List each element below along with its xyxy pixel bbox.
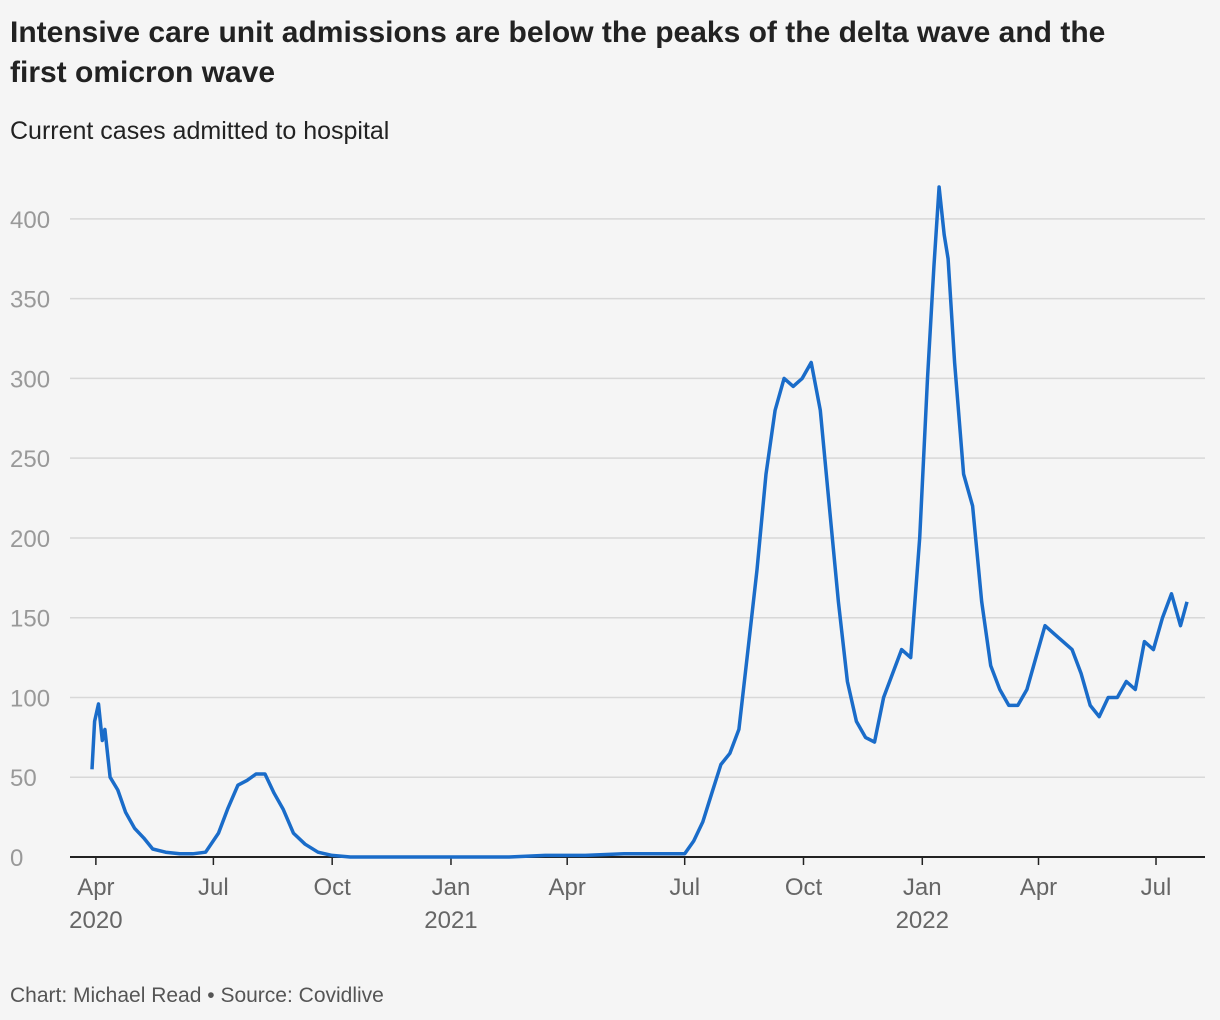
x-tick-label: Apr (549, 874, 586, 901)
footer: Chart: Michael Read • Source: Covidlive (10, 984, 384, 1007)
y-tick-label: 0 (10, 845, 23, 872)
chart-title: Intensive care unit admissions are below… (10, 16, 1105, 89)
x-tick-label: Jul (1141, 874, 1172, 901)
x-tick-label: Apr 2020 (69, 874, 122, 934)
x-tick-label: Jul (198, 874, 229, 901)
x-tick-label: Jul (669, 874, 700, 901)
y-tick-label: 50 (10, 765, 37, 792)
data-line (90, 185, 1189, 859)
chart-subtitle: Current cases admitted to hospital (10, 117, 389, 145)
x-tick-label: Oct (314, 874, 352, 901)
y-tick-label: 350 (10, 287, 50, 314)
x-tick-label: Jan 2021 (424, 874, 477, 934)
x-tick-label: Oct (785, 874, 823, 901)
y-tick-label: 100 (10, 685, 50, 712)
y-tick-label: 300 (10, 366, 50, 393)
x-tick-label: Jan 2022 (896, 874, 949, 934)
x-tick-label: Apr (1020, 874, 1057, 901)
y-tick-label: 200 (10, 526, 50, 553)
y-tick-label: 150 (10, 606, 50, 633)
y-tick-label: 400 (10, 207, 50, 234)
y-tick-label: 250 (10, 446, 50, 473)
